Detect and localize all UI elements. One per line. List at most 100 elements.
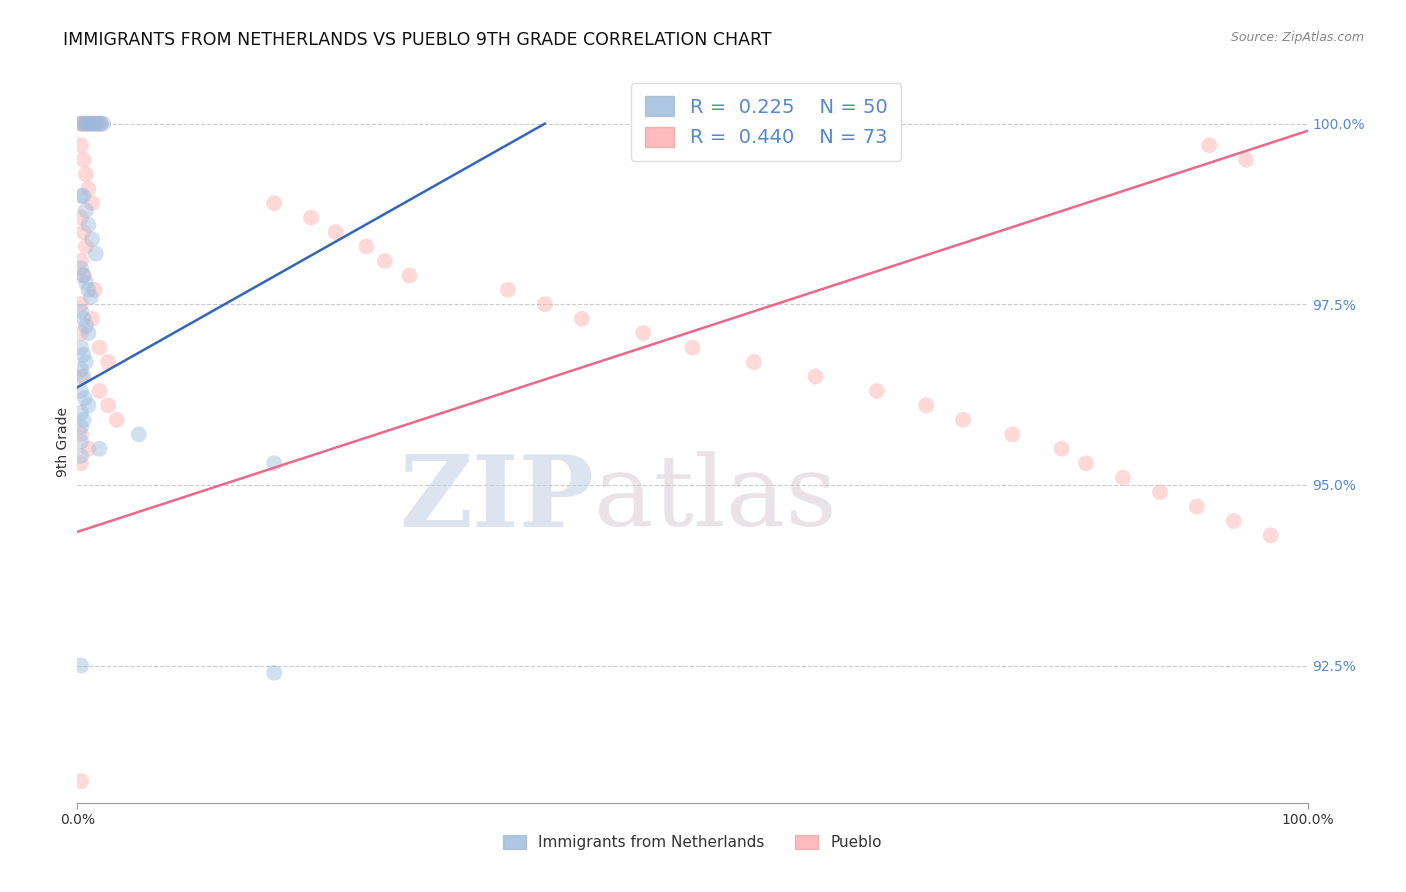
Point — [75, 318, 97, 333]
Point — [356, 239, 378, 253]
Point — [72, 268, 94, 283]
Point — [82, 196, 104, 211]
Point — [87, 117, 110, 131]
Point — [72, 225, 94, 239]
Point — [70, 434, 93, 449]
Point — [72, 153, 94, 167]
Point — [87, 117, 110, 131]
Point — [1001, 427, 1024, 442]
Point — [72, 369, 94, 384]
Point — [77, 326, 100, 341]
Point — [75, 117, 97, 131]
Point — [89, 341, 111, 355]
Point — [90, 117, 112, 131]
Point — [682, 341, 704, 355]
Text: IMMIGRANTS FROM NETHERLANDS VS PUEBLO 9TH GRADE CORRELATION CHART: IMMIGRANTS FROM NETHERLANDS VS PUEBLO 9T… — [63, 31, 772, 49]
Point — [1112, 471, 1135, 485]
Point — [82, 117, 104, 131]
Point — [70, 189, 93, 203]
Point — [70, 297, 93, 311]
Point — [325, 225, 347, 239]
Point — [84, 117, 107, 131]
Point — [1149, 485, 1171, 500]
Point — [70, 362, 93, 376]
Point — [70, 117, 93, 131]
Point — [804, 369, 827, 384]
Point — [398, 268, 420, 283]
Y-axis label: 9th Grade: 9th Grade — [56, 407, 70, 476]
Point — [70, 138, 93, 153]
Point — [70, 261, 93, 276]
Point — [742, 355, 765, 369]
Point — [80, 290, 103, 304]
Point — [77, 117, 100, 131]
Legend: Immigrants from Netherlands, Pueblo: Immigrants from Netherlands, Pueblo — [496, 830, 889, 856]
Point — [105, 413, 128, 427]
Point — [91, 117, 114, 131]
Point — [70, 326, 93, 341]
Point — [70, 427, 93, 442]
Point — [72, 311, 94, 326]
Point — [1234, 153, 1257, 167]
Point — [89, 442, 111, 456]
Point — [72, 117, 94, 131]
Point — [1185, 500, 1208, 514]
Point — [72, 117, 94, 131]
Point — [915, 398, 938, 412]
Point — [70, 406, 93, 420]
Point — [77, 218, 100, 232]
Point — [75, 276, 97, 290]
Point — [571, 311, 593, 326]
Point — [80, 117, 103, 131]
Point — [83, 283, 105, 297]
Point — [77, 117, 100, 131]
Point — [866, 384, 889, 398]
Point — [633, 326, 655, 341]
Point — [77, 398, 100, 412]
Point — [77, 283, 100, 297]
Point — [84, 117, 107, 131]
Point — [70, 341, 93, 355]
Point — [70, 658, 93, 673]
Point — [70, 456, 93, 470]
Point — [263, 196, 285, 211]
Point — [82, 232, 104, 246]
Point — [75, 117, 97, 131]
Point — [1223, 514, 1246, 528]
Point — [70, 449, 93, 463]
Point — [496, 283, 519, 297]
Point — [70, 369, 93, 384]
Point — [89, 384, 111, 398]
Point — [263, 665, 285, 680]
Point — [97, 355, 120, 369]
Point — [70, 211, 93, 225]
Point — [77, 442, 100, 456]
Point — [72, 413, 94, 427]
Text: atlas: atlas — [595, 451, 837, 547]
Point — [1050, 442, 1073, 456]
Point — [73, 391, 96, 405]
Point — [72, 189, 94, 203]
Point — [70, 420, 93, 434]
Point — [72, 268, 94, 283]
Text: Source: ZipAtlas.com: Source: ZipAtlas.com — [1230, 31, 1364, 45]
Point — [952, 413, 974, 427]
Point — [128, 427, 150, 442]
Point — [70, 253, 93, 268]
Text: ZIP: ZIP — [399, 450, 595, 548]
Point — [374, 253, 396, 268]
Point — [70, 384, 93, 398]
Point — [534, 297, 557, 311]
Point — [90, 117, 112, 131]
Point — [70, 304, 93, 318]
Point — [84, 246, 107, 260]
Point — [1076, 456, 1098, 470]
Point — [299, 211, 322, 225]
Point — [77, 181, 100, 195]
Point — [82, 311, 104, 326]
Point — [82, 117, 104, 131]
Point — [75, 355, 97, 369]
Point — [75, 167, 97, 181]
Point — [72, 348, 94, 362]
Point — [75, 239, 97, 253]
